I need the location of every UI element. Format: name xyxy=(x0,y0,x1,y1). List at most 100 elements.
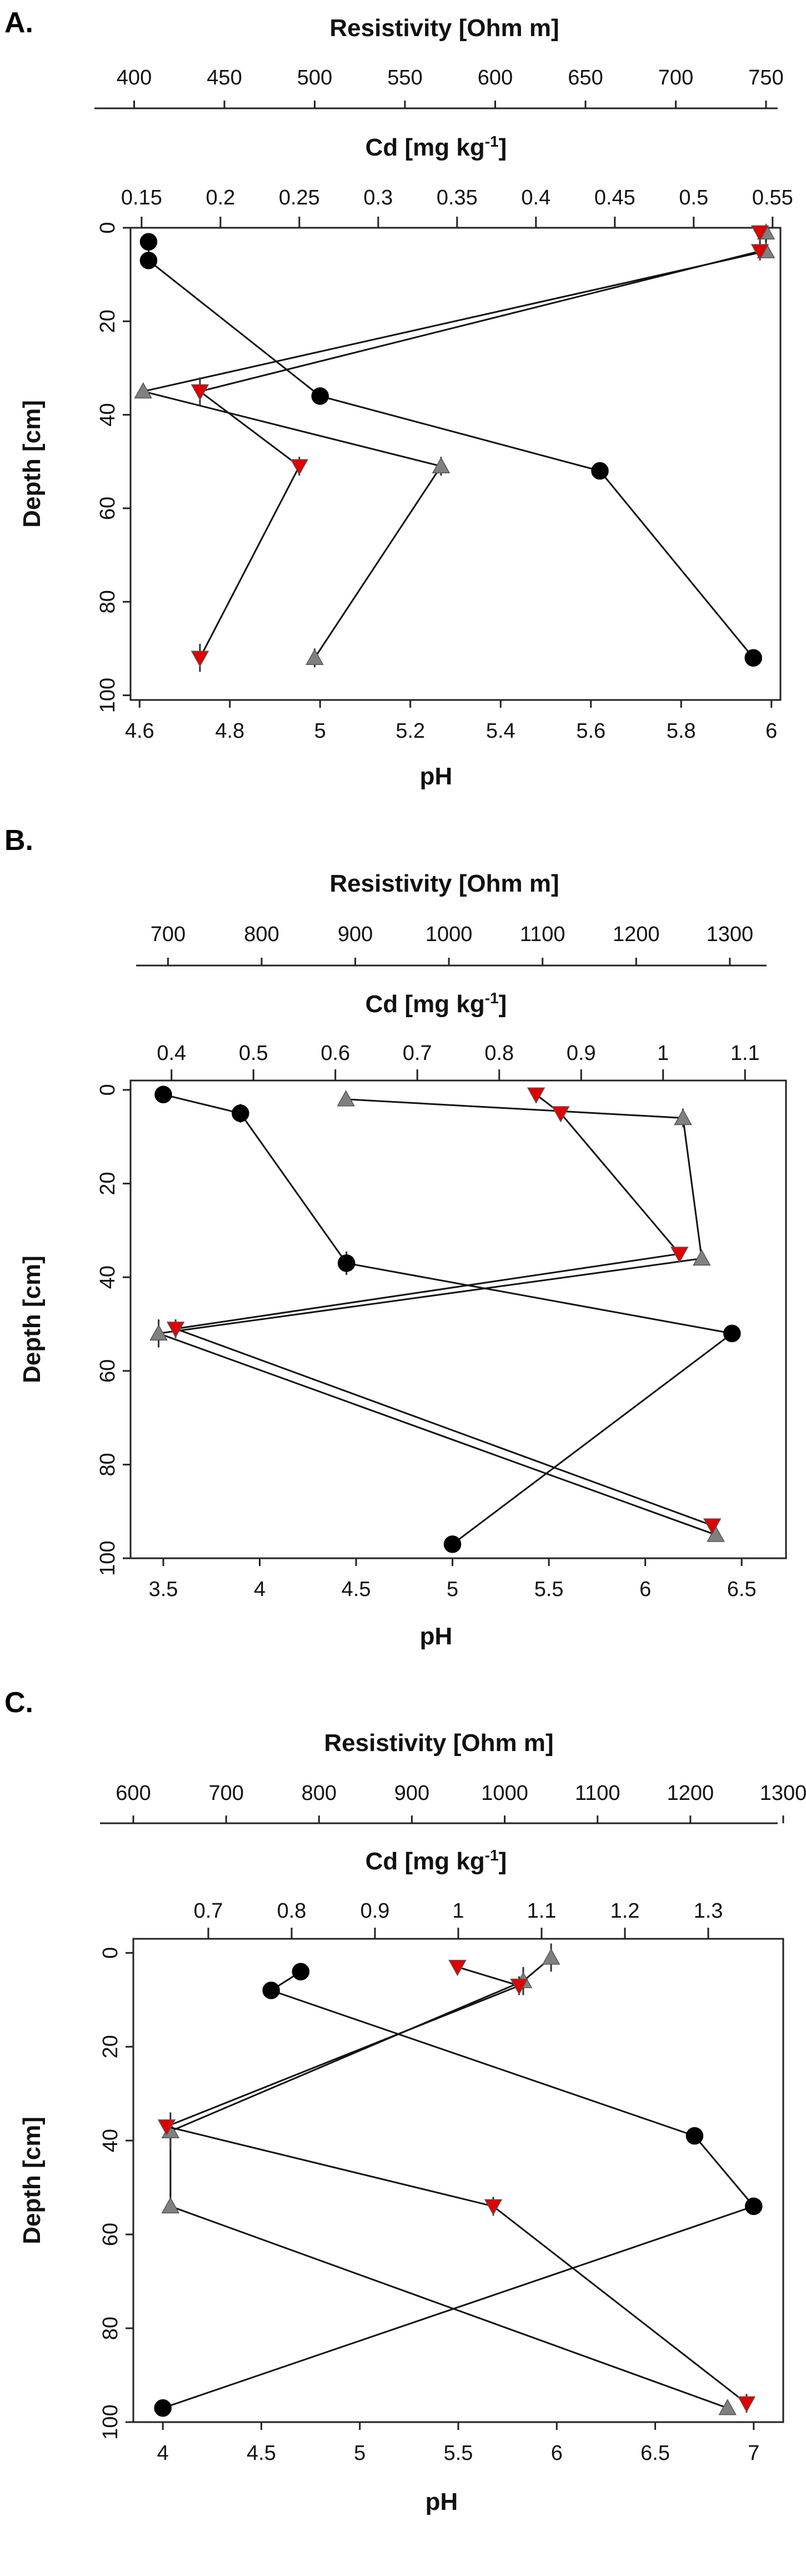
panel-a-ph-tick-label: 5.8 xyxy=(667,719,696,743)
panel-c-cd-ticks xyxy=(207,1928,709,1939)
panel-c-cd-marker xyxy=(157,2119,176,2136)
panel-a-cd-line xyxy=(198,232,761,658)
panel-b-ph-point xyxy=(443,1535,462,1553)
panel-a-resistivity-marker xyxy=(432,457,450,473)
panel-c-ph-tick-label: 6 xyxy=(551,2442,563,2465)
panel-a-ph-point xyxy=(311,387,329,405)
panel-b-resistivity-ticks xyxy=(167,958,731,966)
panel-b-resistivity-marker xyxy=(674,1108,692,1126)
panel-c-resistivity-line xyxy=(169,1957,728,2409)
panel-c-resistivity-ticks xyxy=(132,1815,784,1823)
panel-a-ph-marker xyxy=(591,462,609,480)
panel-c-resistivity-marker xyxy=(718,2399,737,2415)
panel-a-resistivity-tick-label: 600 xyxy=(478,66,513,89)
panel-a-ph-tick-label: 5.2 xyxy=(396,719,425,743)
panel-b-resistivity-tick-labels: 700 800 900 1000 1100 1200 1300 xyxy=(151,923,753,946)
panel-a-depth-tick-label: 100 xyxy=(96,678,119,713)
panel-a-cd-tick-labels: 0.15 0.2 0.25 0.3 0.35 0.4 0.45 0.5 0.55 xyxy=(121,186,793,209)
panel-c-cd-series xyxy=(157,1959,756,2413)
panel-a-cd-marker xyxy=(750,225,769,242)
panel-b-ph-marker xyxy=(337,1254,356,1272)
panel-b-resistivity-marker xyxy=(337,1090,355,1107)
panel-c-resistivity-tick-label: 700 xyxy=(208,1782,243,1805)
panel-a-cd-point xyxy=(290,457,309,476)
panel-c-ph-tick-label: 4.5 xyxy=(247,2442,276,2465)
panel-a-cd-title: Cd [mg kg-1] xyxy=(366,133,507,161)
panel-a-resistivity-tick-labels: 400 450 500 550 600 650 700 750 xyxy=(117,66,784,89)
panel-a-ph-tick-label: 5.4 xyxy=(486,719,515,743)
panel-a-cd-tick-label: 0.35 xyxy=(437,186,478,209)
panel-a-depth-tick-label: 80 xyxy=(96,590,119,613)
panel-b-resistivity-title: Resistivity [Ohm m] xyxy=(329,870,559,897)
panel-a-resistivity-point xyxy=(306,648,324,668)
panel-b-ph-tick-labels: 3.5 4 4.5 5 5.5 6 6.5 xyxy=(149,1578,757,1601)
panel-a-ph-marker xyxy=(139,252,158,269)
panel-b-ph-point xyxy=(723,1324,741,1342)
panel-b-letter: B. xyxy=(4,824,33,857)
panel-c-cd-marker xyxy=(510,1978,528,1995)
panel-b-ph-title: pH xyxy=(420,1623,453,1650)
panel-b-depth-tick-label: 80 xyxy=(96,1453,119,1476)
panel-b-resistivity-point xyxy=(693,1249,711,1266)
panel-a-ph-point xyxy=(744,649,763,667)
panel-b-cd-tick-label: 0.8 xyxy=(484,1042,514,1065)
panel-b-cd-tick-label: 0.5 xyxy=(239,1042,268,1065)
panel-a-cd-tick-label: 0.3 xyxy=(363,186,393,209)
panel-b-depth-tick-label: 40 xyxy=(96,1266,119,1289)
panel-b-depth-tick-labels: 0 20 40 60 80 100 xyxy=(96,1084,119,1575)
panel-c-cd-point xyxy=(510,1976,528,1995)
panel-a-cd-marker xyxy=(191,384,209,401)
panel-c-depth-tick-label: 80 xyxy=(99,2317,122,2340)
panel-c-depth-tick-label: 0 xyxy=(99,1947,122,1959)
panel-b-resistivity-tick-label: 1000 xyxy=(425,923,473,946)
panel-c-cd-tick-label: 0.9 xyxy=(361,1899,390,1923)
panel-b-ph-tick-label: 5 xyxy=(447,1578,458,1601)
panel-b-cd-tick-label: 0.4 xyxy=(157,1042,186,1065)
panel-c-resistivity-tick-label: 1000 xyxy=(481,1782,528,1805)
panel-c-resistivity-point xyxy=(542,1943,560,1972)
panel-c-cd-tick-labels: 0.7 0.8 0.9 1 1.1 1.2 1.3 xyxy=(194,1899,723,1923)
panel-b-ph-tick-label: 4 xyxy=(254,1578,266,1601)
panel-a-cd-tick-label: 0.15 xyxy=(121,186,162,209)
panel-b-cd-marker xyxy=(527,1087,545,1104)
panel-a-resistivity-ticks xyxy=(133,101,767,108)
panel-b: B. Resistivity [Ohm m] 700 800 900 1000 … xyxy=(4,824,787,1650)
panel-a-resistivity-tick-label: 700 xyxy=(658,66,693,89)
panel-b-depth-ticks xyxy=(123,1089,131,1559)
panel-b-cd-ticks xyxy=(171,1069,746,1081)
panel-b-cd-point xyxy=(527,1087,545,1104)
panel-b-ph-tick-label: 6 xyxy=(639,1578,651,1601)
panel-c-resistivity-title: Resistivity [Ohm m] xyxy=(324,1729,553,1757)
panel-b-ph-tick-label: 4.5 xyxy=(342,1578,371,1601)
panel-b-cd-point xyxy=(166,1319,185,1338)
panel-b-cd-marker xyxy=(670,1247,689,1263)
panel-a-depth-tick-label: 40 xyxy=(96,403,119,426)
panel-c-resistivity-point xyxy=(718,2399,737,2415)
panel-a-depth-tick-label: 0 xyxy=(96,222,119,233)
panel-a-cd-marker xyxy=(750,244,769,261)
panel-c-resistivity-tick-label: 600 xyxy=(116,1782,151,1805)
panel-c-ph-point xyxy=(685,2127,704,2145)
panel-b-resistivity-point xyxy=(707,1525,725,1542)
panel-a-depth-tick-labels: 0 20 40 60 80 100 xyxy=(96,222,119,713)
panel-c-letter: C. xyxy=(4,1687,33,1719)
panel-b-resistivity-marker xyxy=(149,1324,168,1341)
panel-c-resistivity-marker xyxy=(161,2197,180,2214)
panel-c-ph-ticks xyxy=(162,2422,755,2430)
panel-c-ph-tick-labels: 4 4.5 5 5.5 6 6.5 7 xyxy=(157,2442,760,2465)
panel-b-resistivity-tick-label: 1200 xyxy=(613,923,660,946)
panel-a-ph-point xyxy=(591,462,609,480)
panel-c-ph-title: pH xyxy=(425,2488,458,2515)
panel-c-ph-tick-label: 5.5 xyxy=(444,2442,473,2465)
panel-a-resistivity-marker xyxy=(134,382,153,399)
panel-c-resistivity-tick-label: 900 xyxy=(394,1782,429,1805)
panel-b-cd-tick-label: 0.7 xyxy=(403,1042,432,1065)
panel-c-ph-point xyxy=(292,1963,310,1980)
panel-b-depth-tick-label: 100 xyxy=(96,1540,119,1575)
panel-a-ph-tick-label: 4.6 xyxy=(125,719,154,743)
panel-b-ph-marker xyxy=(154,1086,172,1103)
panel-b-cd-tick-label: 1.1 xyxy=(730,1042,760,1065)
panel-a-cd-tick-label: 0.2 xyxy=(206,186,235,209)
panel-b-cd-title: Cd [mg kg-1] xyxy=(366,989,507,1018)
